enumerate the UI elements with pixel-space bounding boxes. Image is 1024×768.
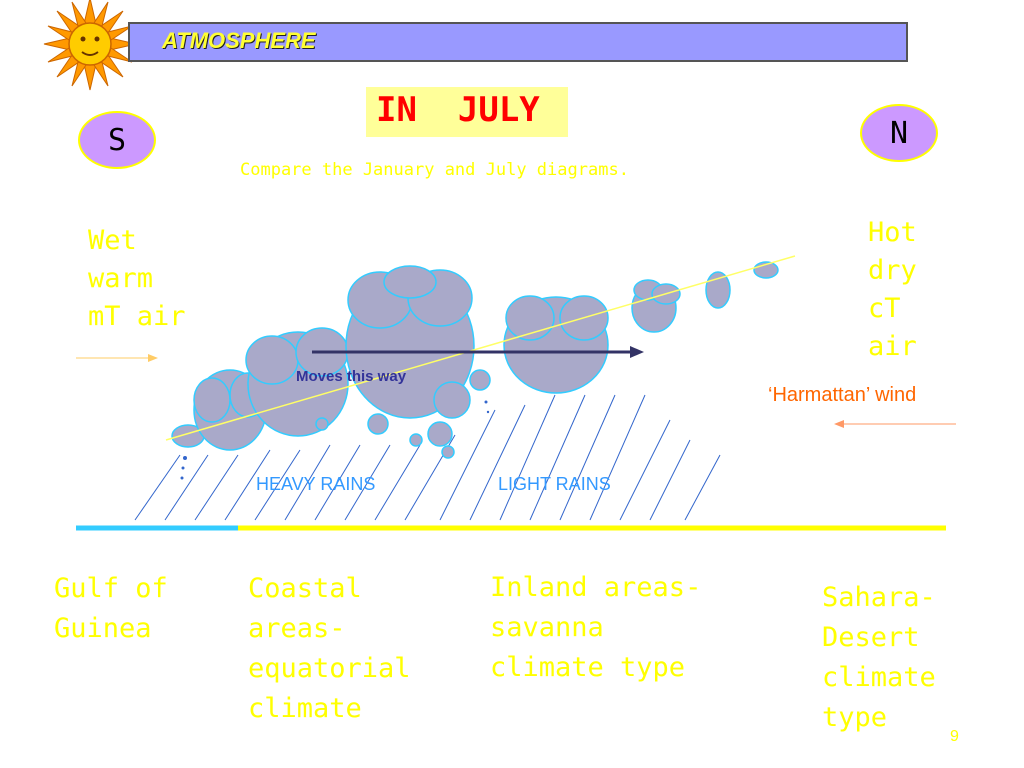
mt-air-arrow-head [148, 354, 158, 362]
title-box [366, 87, 568, 137]
zone-line: areas- [248, 613, 346, 644]
south-badge: S [78, 111, 156, 169]
south-label: S [107, 122, 127, 158]
north-air-line: Hot [868, 217, 917, 248]
south-air-line: warm [88, 263, 154, 294]
north-label: N [889, 115, 909, 151]
south-air-line: Wet [88, 225, 137, 256]
front-line [165, 255, 796, 441]
north-air-line: dry [868, 255, 917, 286]
slide-title: IN JULY [376, 90, 540, 130]
south-air-mass: Wet warm mT air [88, 222, 186, 336]
north-air-mass: Hot dry cT air [868, 214, 917, 366]
north-air-line: air [868, 331, 917, 362]
page-number: 9 [950, 728, 959, 745]
moves-label: Moves this way [296, 368, 407, 385]
movement-arrow-head [630, 346, 644, 358]
harmattan-arrow-head [834, 420, 844, 428]
zone-line: Guinea [54, 613, 152, 644]
zone-line: savanna [490, 612, 604, 643]
header-bar [128, 22, 908, 62]
zone-line: Sahara- [822, 582, 936, 613]
header-title: ATMOSPHERE [162, 28, 316, 53]
south-air-line: mT air [88, 301, 186, 332]
north-air-line: cT [868, 293, 901, 324]
sun-icon [43, 0, 132, 91]
zone-coastal: Coastal areas- equatorial climate [248, 569, 411, 729]
zone-line: equatorial [248, 653, 411, 684]
rain-lines [134, 394, 721, 521]
north-badge: N [860, 104, 938, 162]
zone-line: Desert [822, 622, 920, 653]
harmattan-label: ‘Harmattan’ wind [768, 384, 917, 406]
zone-line: Coastal [248, 573, 362, 604]
zone-line: Inland areas- [490, 572, 702, 603]
zone-sahara: Sahara- Desert climate type [822, 578, 936, 738]
subtitle: Compare the January and July diagrams. [240, 160, 629, 180]
zone-inland: Inland areas- savanna climate type [490, 568, 701, 688]
zone-line: climate [248, 693, 362, 724]
rain-drops [180, 400, 490, 480]
light-rains-label: LIGHT RAINS [498, 474, 611, 494]
clouds [171, 261, 779, 459]
zone-line: climate type [490, 652, 686, 683]
zone-line: type [822, 702, 888, 733]
zone-line: Gulf of [54, 573, 168, 604]
heavy-rains-label: HEAVY RAINS [256, 474, 376, 494]
zone-line: climate [822, 662, 936, 693]
zone-gulf: Gulf of Guinea [54, 569, 168, 649]
